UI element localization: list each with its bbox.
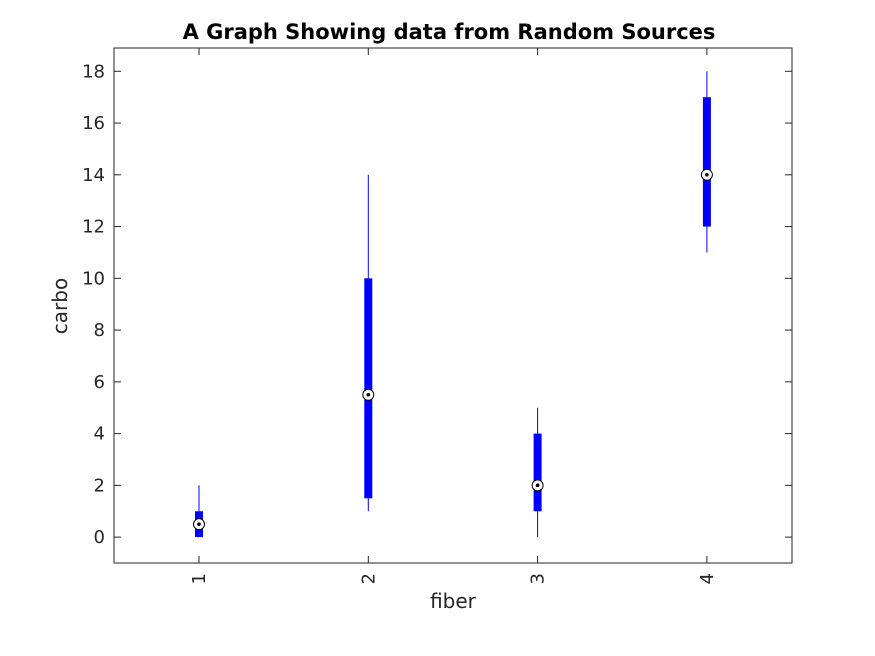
x-axis-label: fiber [430,589,477,613]
x-axis-ticks: 1 2 3 4 [189,48,718,584]
y-tick-label: 12 [82,217,105,238]
x-tick-label: 2 [358,573,379,584]
y-axis-ticks: 0 2 4 6 8 10 12 14 16 18 [82,61,792,548]
box-median-dot [535,483,540,488]
y-tick-label: 6 [94,372,105,393]
y-tick-label: 10 [82,268,105,289]
y-axis-label: carbo [48,278,72,334]
box-iqr [364,278,373,499]
y-tick-label: 18 [82,61,105,82]
y-tick-label: 8 [94,320,105,341]
box-median-dot [366,392,371,397]
box-median-dot [705,173,709,177]
x-tick-label: 3 [528,573,549,584]
y-tick-label: 2 [94,475,105,496]
box-median-dot [197,522,201,526]
x-tick-label: 4 [697,573,718,584]
x-tick-label: 1 [189,573,210,584]
box-iqr [702,97,711,227]
y-tick-label: 14 [82,165,105,186]
box-series [193,71,713,538]
box-iqr [533,433,542,512]
y-tick-label: 16 [82,113,105,134]
chart-title: A Graph Showing data from Random Sources [183,20,716,44]
y-tick-label: 0 [94,527,105,548]
plot-area [113,47,793,564]
y-tick-label: 4 [94,424,105,445]
